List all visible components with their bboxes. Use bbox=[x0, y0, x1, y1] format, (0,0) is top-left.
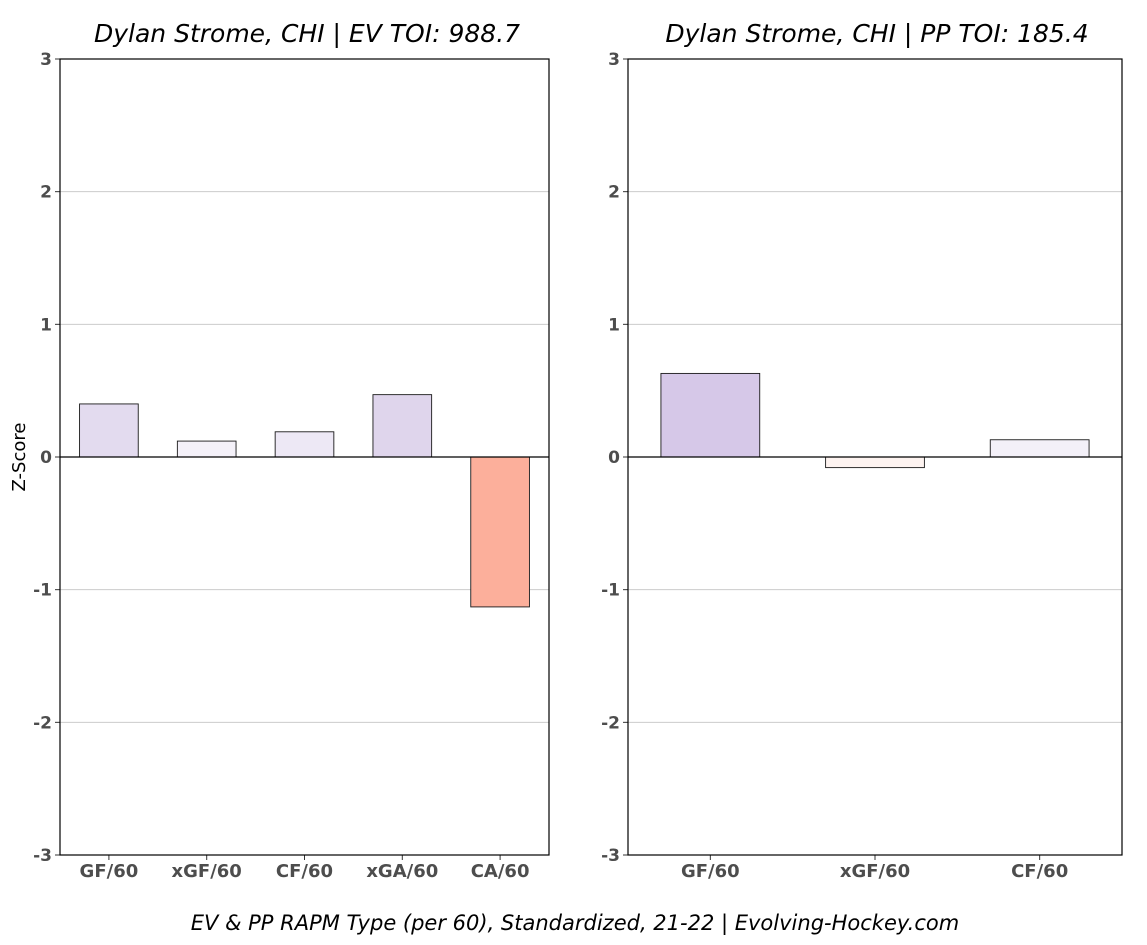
y-tick-label: 2 bbox=[40, 183, 52, 203]
pp-panel: Dylan Strome, CHI | PP TOI: 185.4 -3 -2 -1… bbox=[601, 19, 1123, 882]
x-tick-label: xGA/60 bbox=[366, 861, 438, 882]
bar-xga-60 bbox=[372, 394, 433, 458]
y-tick-label: 1 bbox=[40, 315, 52, 335]
y-tick-label: 1 bbox=[608, 315, 620, 335]
y-tick-label: -2 bbox=[33, 713, 52, 733]
x-tick-label: CF/60 bbox=[276, 861, 333, 882]
plot-frame bbox=[627, 58, 1123, 856]
ev-panel-title: Dylan Strome, CHI | EV TOI: 988.7 bbox=[94, 19, 520, 48]
y-tick-label: 0 bbox=[40, 448, 52, 468]
bar-gf-60 bbox=[79, 403, 139, 458]
y-tick-label: 2 bbox=[608, 183, 620, 203]
x-tick-label: CF/60 bbox=[1011, 861, 1068, 882]
x-tick-label: xGF/60 bbox=[840, 861, 910, 882]
bar-xgf-60 bbox=[825, 456, 925, 469]
y-tick-label: -1 bbox=[601, 581, 620, 601]
figure-caption: EV & PP RAPM Type (per 60), Standardized… bbox=[191, 911, 959, 936]
y-tick-label: -2 bbox=[601, 713, 620, 733]
bar-xgf-60 bbox=[176, 440, 237, 458]
x-tick-label: xGF/60 bbox=[172, 861, 242, 882]
y-tick-label: 3 bbox=[40, 50, 52, 70]
bar-cf-60 bbox=[989, 439, 1090, 458]
pp-panel-title: Dylan Strome, CHI | PP TOI: 185.4 bbox=[665, 19, 1088, 48]
bar-cf-60 bbox=[274, 431, 335, 458]
plot-frame bbox=[59, 58, 550, 856]
x-tick-label: GF/60 bbox=[681, 861, 740, 882]
bar-gf-60 bbox=[660, 372, 761, 458]
ev-panel: Dylan Strome, CHI | EV TOI: 988.7 -3 -2 -1… bbox=[33, 19, 550, 882]
y-tick-label: 3 bbox=[608, 50, 620, 70]
x-tick-label: CA/60 bbox=[471, 861, 530, 882]
bar-ca-60 bbox=[470, 456, 530, 608]
y-tick-label: -3 bbox=[33, 846, 52, 866]
y-tick-label: 0 bbox=[608, 448, 620, 468]
x-tick-label: GF/60 bbox=[80, 861, 139, 882]
y-tick-label: -1 bbox=[33, 581, 52, 601]
y-tick-label: -3 bbox=[601, 846, 620, 866]
y-axis-label: Z-Score bbox=[9, 423, 30, 492]
